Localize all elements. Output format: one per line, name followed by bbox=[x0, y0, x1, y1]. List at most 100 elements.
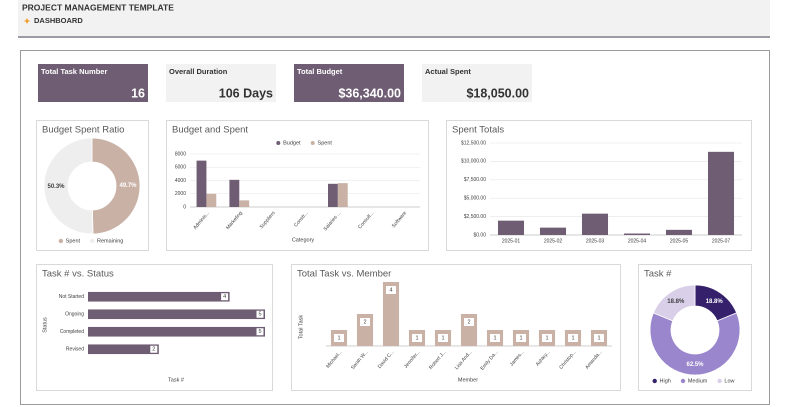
bar bbox=[707, 151, 735, 235]
kpi-card bbox=[294, 64, 404, 102]
legend-label: Medium bbox=[688, 378, 708, 384]
legend-label: Spent bbox=[66, 238, 81, 244]
data-label: 1 bbox=[545, 335, 548, 341]
x-axis-title: Category bbox=[292, 237, 315, 243]
data-label-box bbox=[594, 334, 604, 342]
x-tick-label: 2025-02 bbox=[544, 238, 563, 244]
data-label-box bbox=[256, 328, 264, 336]
bar bbox=[665, 229, 693, 235]
legend-label: Remaining bbox=[97, 238, 123, 244]
data-label: 1 bbox=[441, 335, 444, 341]
y-tick-label: 0 bbox=[183, 204, 186, 210]
data-label: 18.8% bbox=[667, 299, 685, 305]
data-label: 5 bbox=[258, 329, 261, 335]
y-tick-label: $0.00 bbox=[473, 232, 486, 238]
y-tick-label: Completed bbox=[60, 329, 84, 335]
donut-slice bbox=[43, 137, 94, 235]
data-label-box bbox=[568, 334, 578, 342]
data-label-box bbox=[516, 334, 526, 342]
kpi-label: Overall Duration bbox=[169, 67, 228, 76]
legend-marker bbox=[680, 378, 686, 384]
chart-panel bbox=[291, 264, 621, 391]
data-label-box bbox=[438, 334, 448, 342]
bar bbox=[196, 160, 207, 207]
x-tick-label: 2025-01 bbox=[502, 238, 521, 244]
bar bbox=[229, 179, 240, 207]
chart-title: Budget Spent Ratio bbox=[42, 125, 124, 136]
kpi-label: Total Budget bbox=[297, 67, 343, 76]
chart-panel bbox=[166, 120, 429, 251]
dashboard-frame bbox=[20, 50, 770, 405]
data-label: 18.8% bbox=[706, 299, 724, 305]
bar bbox=[539, 227, 567, 235]
y-tick-label: $12,500.00 bbox=[461, 140, 486, 146]
bar bbox=[88, 309, 265, 320]
data-label: 1 bbox=[415, 335, 418, 341]
data-label: 4 bbox=[223, 294, 226, 300]
legend-marker bbox=[717, 378, 722, 384]
data-label: 50.3% bbox=[47, 184, 65, 190]
chart-title: Budget and Spent bbox=[172, 125, 248, 136]
y-axis-title: Total Task bbox=[298, 315, 304, 340]
legend-marker bbox=[652, 378, 657, 384]
bar bbox=[337, 183, 348, 207]
bar bbox=[623, 233, 651, 235]
x-tick-label: 2025-04 bbox=[628, 238, 647, 244]
legend-marker bbox=[276, 141, 281, 145]
data-label-box bbox=[412, 334, 422, 342]
kpi-value: $36,340.00 bbox=[338, 86, 401, 100]
data-label: 1 bbox=[571, 335, 574, 341]
data-label: 2 bbox=[363, 319, 366, 325]
kpi-value: 106 Days bbox=[219, 86, 273, 100]
bar bbox=[239, 200, 250, 207]
y-tick-label: $7,500.00 bbox=[464, 177, 486, 183]
bar bbox=[88, 326, 265, 337]
data-label-box bbox=[386, 286, 396, 294]
data-label-box bbox=[542, 334, 552, 342]
x-axis-title: Task # bbox=[168, 377, 185, 383]
kpi-card bbox=[38, 64, 148, 102]
donut-slice bbox=[91, 137, 141, 235]
data-label: 4 bbox=[389, 287, 392, 293]
legend-label: Budget bbox=[283, 140, 301, 146]
chart-title: Total Task vs. Member bbox=[297, 269, 391, 280]
data-label: 62.5% bbox=[686, 362, 704, 368]
y-tick-label: $5,000.00 bbox=[464, 196, 486, 202]
x-tick-label: 2025-03 bbox=[586, 238, 605, 244]
header-title: PROJECT MANAGEMENT TEMPLATE bbox=[22, 2, 174, 12]
data-label-box bbox=[256, 310, 264, 318]
data-label: 1 bbox=[337, 335, 340, 341]
y-tick-label: Not Started bbox=[59, 294, 85, 300]
kpi-card bbox=[166, 64, 276, 102]
data-label-box bbox=[150, 345, 158, 353]
data-label: 5 bbox=[258, 312, 261, 318]
chart-title: Task # bbox=[644, 269, 672, 280]
y-tick-label: 4000 bbox=[175, 178, 186, 184]
bar bbox=[88, 291, 230, 302]
y-tick-label: 6000 bbox=[175, 165, 186, 171]
data-label-box bbox=[490, 334, 500, 342]
y-tick-label: $10,000.00 bbox=[461, 159, 486, 165]
bar bbox=[581, 213, 609, 235]
header-subtitle: DASHBOARD bbox=[34, 16, 83, 25]
legend-label: Spent bbox=[318, 140, 333, 146]
y-tick-label: 2000 bbox=[175, 191, 186, 197]
legend-label: Low bbox=[724, 378, 734, 384]
donut-slice bbox=[649, 312, 741, 376]
data-label-box bbox=[464, 318, 474, 326]
y-tick-label: 8000 bbox=[175, 151, 186, 157]
data-label-box bbox=[360, 318, 370, 326]
y-tick-label: Revised bbox=[66, 347, 84, 353]
bar bbox=[206, 193, 217, 207]
y-tick-label: $2,500.00 bbox=[464, 214, 486, 220]
x-axis-title: Member bbox=[458, 377, 478, 383]
data-label: 1 bbox=[597, 335, 600, 341]
x-tick-label: 2025-05 bbox=[670, 238, 689, 244]
data-label: 2 bbox=[152, 347, 155, 353]
bar bbox=[382, 282, 400, 346]
chart-title: Spent Totals bbox=[452, 125, 504, 136]
data-label: 1 bbox=[493, 335, 496, 341]
kpi-label: Actual Spent bbox=[425, 67, 471, 76]
legend-label: High bbox=[660, 378, 671, 384]
